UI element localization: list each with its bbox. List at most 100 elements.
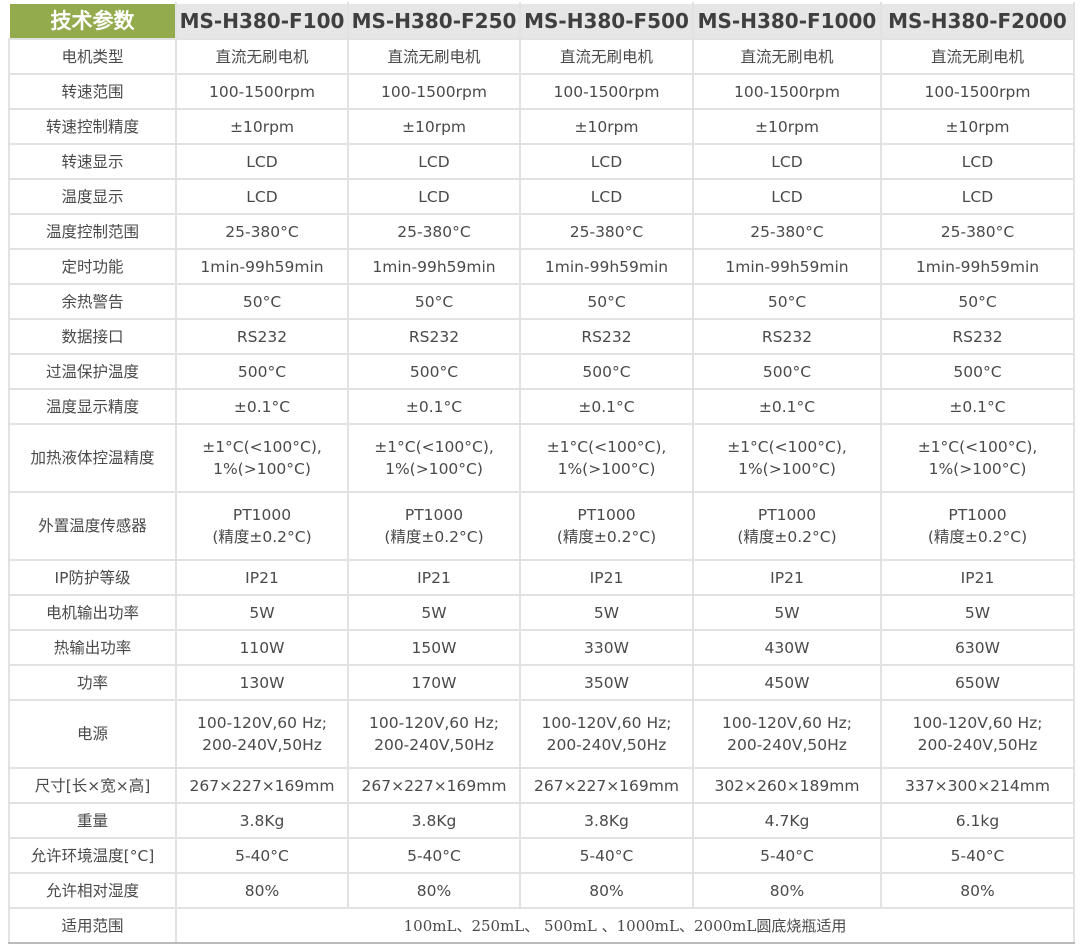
row-label: IP防护等级 xyxy=(8,559,177,596)
header-title: 技术参数 xyxy=(8,2,177,40)
cell-value: 3.8Kg xyxy=(347,802,521,839)
cell-value: PT1000 (精度±0.2°C) xyxy=(519,491,694,561)
cell-value: LCD xyxy=(175,143,349,180)
table-row: 温度显示精度 ±0.1°C ±0.1°C ±0.1°C ±0.1°C ±0.1°C xyxy=(8,388,1075,425)
cell-line: PT1000 xyxy=(757,506,817,524)
cell-value: 25-380°C xyxy=(347,213,521,250)
header-model: MS-H380-F100 xyxy=(175,2,349,40)
cell-value: 直流无刷电机 xyxy=(880,38,1075,75)
cell-value: IP21 xyxy=(347,559,521,596)
row-label: 加热液体控温精度 xyxy=(8,423,177,493)
cell-value: 1min-99h59min xyxy=(519,248,694,285)
cell-value: PT1000 (精度±0.2°C) xyxy=(175,491,349,561)
header-model: MS-H380-F2000 xyxy=(880,2,1075,40)
cell-value: 25-380°C xyxy=(692,213,882,250)
cell-line: 100-120V,60 Hz; xyxy=(541,714,672,732)
cell-value: LCD xyxy=(692,178,882,215)
cell-value: RS232 xyxy=(175,318,349,355)
cell-value: ±1°C(<100°C), 1%(>100°C) xyxy=(692,423,882,493)
cell-value: ±1°C(<100°C), 1%(>100°C) xyxy=(347,423,521,493)
cell-value: IP21 xyxy=(880,559,1075,596)
cell-line: 200-240V,50Hz xyxy=(917,736,1038,754)
cell-value: 80% xyxy=(880,872,1075,909)
row-label: 重量 xyxy=(8,802,177,839)
cell-line: 1%(>100°C) xyxy=(738,460,836,478)
row-label: 温度显示 xyxy=(8,178,177,215)
cell-value: 5W xyxy=(347,594,521,631)
cell-value: 25-380°C xyxy=(519,213,694,250)
cell-line: 100-120V,60 Hz; xyxy=(197,714,327,732)
cell-value: 170W xyxy=(347,664,521,701)
header-model: MS-H380-F250 xyxy=(347,2,521,40)
cell-value: 267×227×169mm xyxy=(519,767,694,804)
cell-value: 150W xyxy=(347,629,521,666)
header-model: MS-H380-F1000 xyxy=(692,2,882,40)
cell-value: 337×300×214mm xyxy=(880,767,1075,804)
cell-value: 直流无刷电机 xyxy=(692,38,882,75)
table-row: 功率 130W 170W 350W 450W 650W xyxy=(8,664,1075,701)
cell-value: 5W xyxy=(880,594,1075,631)
table-row: 允许环境温度[°C] 5-40°C 5-40°C 5-40°C 5-40°C 5-40°C xyxy=(8,837,1075,874)
row-label: 转速范围 xyxy=(8,73,177,110)
cell-value: 100-120V,60 Hz; 200-240V,50Hz xyxy=(880,699,1075,769)
table-row: IP防护等级 IP21 IP21 IP21 IP21 IP21 xyxy=(8,559,1075,596)
row-label: 电源 xyxy=(8,699,177,769)
cell-line: (精度±0.2°C) xyxy=(556,528,657,546)
cell-value: 100-120V,60 Hz; 200-240V,50Hz xyxy=(519,699,694,769)
cell-line: PT1000 xyxy=(404,506,464,524)
cell-value: 80% xyxy=(519,872,694,909)
cell-value: 100-1500rpm xyxy=(347,73,521,110)
row-label: 转速控制精度 xyxy=(8,108,177,145)
cell-value: 100-1500rpm xyxy=(692,73,882,110)
cell-value: PT1000 (精度±0.2°C) xyxy=(880,491,1075,561)
cell-line: 200-240V,50Hz xyxy=(546,736,667,754)
cell-value: LCD xyxy=(519,143,694,180)
cell-value: PT1000 (精度±0.2°C) xyxy=(692,491,882,561)
cell-value: 50°C xyxy=(880,283,1075,320)
row-label: 数据接口 xyxy=(8,318,177,355)
cell-value: LCD xyxy=(519,178,694,215)
table-row: 热输出功率 110W 150W 330W 430W 630W xyxy=(8,629,1075,666)
cell-value: 50°C xyxy=(175,283,349,320)
cell-value: 25-380°C xyxy=(880,213,1075,250)
cell-value: 5-40°C xyxy=(880,837,1075,874)
table-row: 转速控制精度 ±10rpm ±10rpm ±10rpm ±10rpm ±10rpm xyxy=(8,108,1075,145)
cell-line: 100-120V,60 Hz; xyxy=(912,714,1043,732)
cell-value: LCD xyxy=(175,178,349,215)
table-row: 定时功能 1min-99h59min 1min-99h59min 1min-99h59… xyxy=(8,248,1075,285)
table-row: 余热警告 50°C 50°C 50°C 50°C 50°C xyxy=(8,283,1075,320)
cell-value: RS232 xyxy=(519,318,694,355)
cell-value: 330W xyxy=(519,629,694,666)
cell-value: 5-40°C xyxy=(692,837,882,874)
cell-value: ±0.1°C xyxy=(880,388,1075,425)
header-row: 技术参数 MS-H380-F100 MS-H380-F250 MS-H380-F500… xyxy=(8,2,1075,40)
cell-value: 50°C xyxy=(347,283,521,320)
footer-row: 适用范围 100mL、250mL、 500mL 、1000mL、2000mL圆底烧… xyxy=(8,907,1075,944)
cell-value: 500°C xyxy=(519,353,694,390)
cell-value: 650W xyxy=(880,664,1075,701)
cell-line: 1%(>100°C) xyxy=(928,460,1027,478)
table-row: 过温保护温度 500°C 500°C 500°C 500°C 500°C xyxy=(8,353,1075,390)
cell-line: ±1°C(<100°C), xyxy=(727,438,847,456)
cell-value: 500°C xyxy=(347,353,521,390)
cell-value: 80% xyxy=(692,872,882,909)
cell-value: 110W xyxy=(175,629,349,666)
cell-value: ±10rpm xyxy=(175,108,349,145)
cell-value: RS232 xyxy=(880,318,1075,355)
cell-value: 130W xyxy=(175,664,349,701)
row-label: 热输出功率 xyxy=(8,629,177,666)
cell-value: LCD xyxy=(692,143,882,180)
cell-value: 267×227×169mm xyxy=(175,767,349,804)
cell-line: 1%(>100°C) xyxy=(385,460,483,478)
cell-value: 直流无刷电机 xyxy=(175,38,349,75)
table-row: 数据接口 RS232 RS232 RS232 RS232 RS232 xyxy=(8,318,1075,355)
cell-value: 直流无刷电机 xyxy=(519,38,694,75)
cell-value: 100-120V,60 Hz; 200-240V,50Hz xyxy=(347,699,521,769)
cell-value: 3.8Kg xyxy=(175,802,349,839)
cell-value: ±10rpm xyxy=(347,108,521,145)
table-row: 电源 100-120V,60 Hz; 200-240V,50Hz 100-120V,6… xyxy=(8,699,1075,769)
table-row: 允许相对湿度 80% 80% 80% 80% 80% xyxy=(8,872,1075,909)
cell-value: 80% xyxy=(347,872,521,909)
cell-value: 5-40°C xyxy=(175,837,349,874)
cell-value: 430W xyxy=(692,629,882,666)
